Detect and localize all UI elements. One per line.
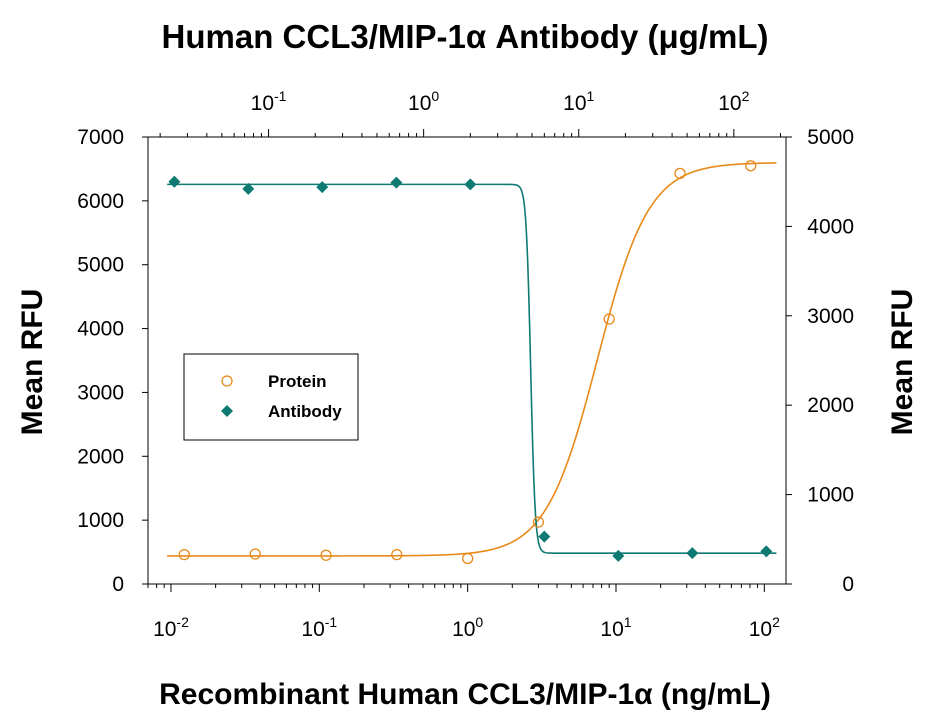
protein-point <box>603 313 615 325</box>
protein-point <box>674 167 686 180</box>
antibody-point <box>390 176 403 189</box>
antibody-point <box>242 182 255 195</box>
y-left-tick-label: 4000 <box>77 318 124 341</box>
x-top-tick-label: 102 <box>718 88 749 115</box>
y-left-tick-label: 3000 <box>77 381 124 404</box>
y-right-tick-label: 4000 <box>807 215 854 238</box>
x-axis-title: Recombinant Human CCL3/MIP-1α (ng/mL) <box>159 678 771 711</box>
y-right-tick-label: 3000 <box>807 305 854 328</box>
antibody-point <box>612 549 625 562</box>
antibody-point <box>538 530 551 543</box>
legend-protein-label: Protein <box>268 372 327 391</box>
y-left-tick-label: 7000 <box>77 126 124 149</box>
x-bottom-tick-label: 10-1 <box>301 614 337 641</box>
x-bottom-tick-label: 10-2 <box>153 614 189 641</box>
legend-protein-marker <box>221 375 233 387</box>
x-top-tick-label: 100 <box>408 88 439 115</box>
x-bottom-tick-label: 100 <box>452 614 483 641</box>
y-right-tick-label: 5000 <box>807 126 854 149</box>
antibody-point <box>686 547 699 560</box>
legend: Protein Antibody <box>183 353 359 441</box>
y-left-tick-label: 6000 <box>77 190 124 213</box>
y-left-tick-label: 2000 <box>77 445 124 468</box>
protein-point <box>178 548 190 561</box>
x-bottom-tick-label: 101 <box>600 614 631 641</box>
y-axis-title-right: Mean RFU <box>886 289 919 436</box>
y-right-tick-label: 1000 <box>807 484 854 507</box>
y-left-tick-label: 5000 <box>77 254 124 277</box>
y-left-tick-label: 0 <box>112 573 124 596</box>
protein-point <box>249 548 261 560</box>
antibody-point <box>168 175 181 188</box>
axes: 10-2 10-1 100 101 102 10-1 100 101 102 0 1000 2000 3… <box>77 88 854 641</box>
protein-point <box>391 548 403 561</box>
legend-antibody-marker <box>221 405 233 417</box>
data-markers <box>168 160 773 565</box>
x-top-tick-label: 10-1 <box>251 88 287 115</box>
protein-point <box>462 552 474 565</box>
plot-area: 10-2 10-1 100 101 102 10-1 100 101 102 0 1000 2000 3… <box>77 88 854 641</box>
protein-point <box>320 549 332 561</box>
plot-frame <box>147 136 787 585</box>
antibody-point <box>760 545 773 558</box>
antibody-point <box>464 178 477 191</box>
y-axis-title-left: Mean RFU <box>16 289 49 436</box>
y-right-tick-label: 2000 <box>807 394 854 417</box>
legend-box <box>183 353 359 441</box>
x-bottom-tick-label: 102 <box>749 614 780 641</box>
protein-fit-curve <box>167 162 777 557</box>
legend-antibody-label: Antibody <box>268 402 342 421</box>
protein-point <box>745 160 757 172</box>
y-left-tick-label: 1000 <box>77 509 124 532</box>
antibody-point <box>316 181 329 194</box>
y-right-tick-label: 0 <box>842 573 854 596</box>
x-top-tick-label: 101 <box>563 88 594 115</box>
protein-point <box>532 516 545 528</box>
chart-title: Human CCL3/MIP-1α Antibody (μg/mL) <box>162 18 769 55</box>
